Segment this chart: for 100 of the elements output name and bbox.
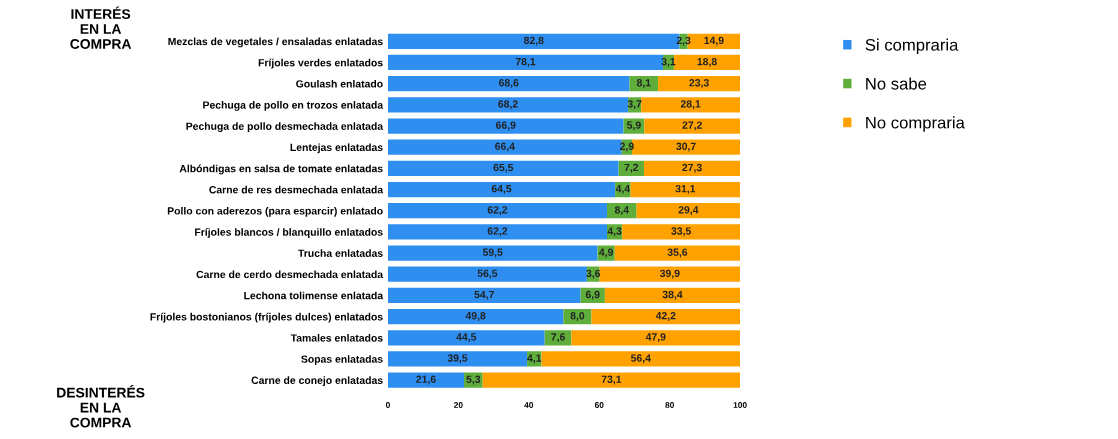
y-tick-label: Fríjoles bostonianos (fríjoles dulces) enlatados [150,312,383,323]
bar [387,372,465,388]
x-tick-label: 60 [594,402,604,408]
text: DESINTERÉS EN LA COMPRA [57,385,145,428]
data-label: 6,9 [585,290,600,300]
data-label: 28,1 [680,100,701,110]
y-tick-label: Pechuga de pollo en trozos enlatada [203,101,384,111]
bar [632,139,741,155]
data-label: 27,3 [682,163,702,173]
data-label: 82,8 [523,36,544,46]
data-label: 44,5 [456,333,477,343]
data-label: 65,5 [493,163,514,173]
data-label: 23,3 [689,79,709,88]
x-tick-label: 20 [454,402,463,408]
data-label: 66,9 [495,121,516,131]
data-label: 8,4 [614,206,629,216]
data-label: 8,0 [570,312,585,321]
x-tick-label: 80 [665,402,674,408]
data-label: 29,4 [678,206,699,216]
bar [387,118,624,134]
bar [541,351,741,367]
bar [591,308,741,325]
data-label: 14,9 [704,36,724,46]
x-tick-label: 0 [385,402,390,408]
y-tick-label: Carne de res desmechada enlatada [209,185,384,194]
bar [387,245,598,261]
y-tick-label: Lentejas enlatadas [290,143,383,154]
bar [387,97,629,113]
bar [387,351,528,367]
x-tick-label: 100 [733,402,747,408]
data-label: 78,1 [515,57,536,67]
bar [636,203,741,219]
data-label: 68,6 [498,79,519,88]
bar [387,287,581,304]
bar [387,203,607,219]
y-tick-label: Tamales enlatados [290,334,383,342]
data-label: 64,5 [491,184,512,194]
y-tick-label: Carne de cerdo desmechada enlatada [196,270,384,279]
bar [644,118,741,134]
text: INTERÉS EN LA COMPRA [70,6,132,49]
data-label: 62,2 [487,227,508,237]
y-tick-label: Fríjoles verdes enlatados [258,58,383,69]
y-tick-label: Sopas enlatadas [301,355,383,365]
bar [482,372,741,388]
bar [622,224,741,240]
y-tick-label: Goulash enlatado [296,79,383,88]
data-label: 68,2 [498,100,518,110]
data-label: 56,5 [477,269,498,279]
bar [387,224,607,240]
data-label: 66,4 [495,142,515,152]
bar [599,266,741,282]
y-tick-label: Albóndigas en salsa de tomate enlatadas [179,164,383,175]
data-label: 4,4 [615,185,631,194]
bar [571,330,741,346]
bar [643,160,741,176]
y-tick-label: Mezclas de vegetales / ensaladas enlatadas [168,37,383,48]
data-label: 8,1 [636,79,651,88]
data-label: 33,5 [671,227,691,237]
data-label: 56,4 [630,354,651,364]
bar [563,308,592,325]
y-tick-label: Pechuga de pollo desmechada enlatada [186,122,384,132]
data-label: 18,8 [697,57,717,67]
bar [658,76,741,92]
bar [387,308,564,325]
data-label: 5,3 [466,375,481,385]
data-label: 21,6 [416,375,436,385]
y-tick-label: Pollo con aderezos (para esparcir) enlatado [167,206,383,217]
data-label: 5,9 [627,121,641,131]
y-tick-label: Trucha enlatadas [298,249,383,257]
bar [387,76,630,92]
bar [387,181,616,198]
data-label: 39,9 [659,269,680,279]
data-label: 38,4 [662,290,683,300]
data-label: 4,9 [599,248,613,258]
data-label: 27,2 [682,121,702,131]
data-label: 39,5 [447,354,468,364]
data-label: 54,7 [474,290,494,300]
y-tick-label: Fríjoles blancos / blanquillo enlatados [195,228,383,238]
data-label: 30,7 [676,142,696,152]
y-tick-label: Lechona tolimense enlatada [244,291,384,300]
bar [387,139,622,155]
legend-label: Si compraria [865,38,959,55]
data-label: 31,1 [675,184,696,194]
data-label: 73,1 [601,375,622,385]
bar [630,181,741,198]
data-label: 4,3 [607,227,622,237]
bar [604,287,741,304]
data-label: 62,2 [487,206,508,216]
data-label: 7,2 [624,163,639,173]
legend-label: No sabe [866,77,927,90]
bar [614,245,741,261]
bar [387,54,663,71]
data-label: 7,6 [551,333,565,343]
x-tick-label: 40 [524,402,534,408]
legend-label: No compraria [866,116,965,132]
bar [641,97,741,113]
bar [387,266,587,282]
bar [387,160,619,176]
bar [387,330,545,346]
data-label: 35,6 [667,248,688,258]
